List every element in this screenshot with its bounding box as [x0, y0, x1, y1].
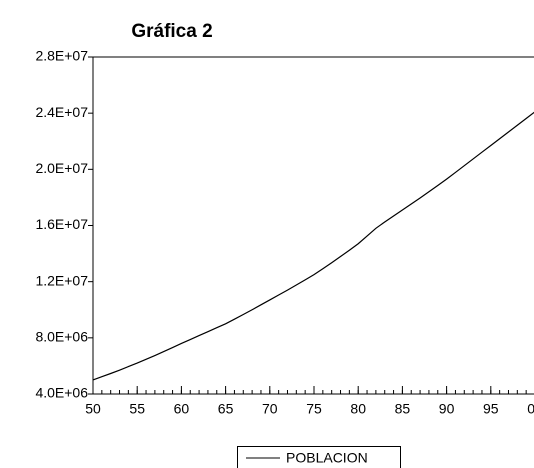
x-tick-label: 95 [483, 401, 499, 417]
y-tick-label: 2.8E+07 [35, 48, 88, 64]
legend-box [237, 446, 401, 468]
y-tick-label: 1.6E+07 [35, 216, 88, 232]
y-tick-label: 2.0E+07 [35, 160, 88, 176]
x-tick-label: 55 [129, 401, 145, 417]
x-tick-label: 60 [174, 401, 190, 417]
x-tick-label: 80 [350, 401, 366, 417]
data-line [92, 111, 534, 381]
x-tick-label: 50 [85, 401, 101, 417]
x-tick-label: 75 [306, 401, 322, 417]
y-tick-label: 8.0E+06 [35, 329, 88, 345]
legend-label: POBLACION [286, 450, 368, 466]
x-tick-label: 70 [262, 401, 278, 417]
x-tick-label: 00 [527, 401, 534, 417]
y-tick-label: 1.2E+07 [35, 272, 88, 288]
y-tick-label: 4.0E+06 [35, 385, 88, 401]
x-tick-label: 90 [439, 401, 455, 417]
x-tick-label: 85 [395, 401, 411, 417]
chart-title: Gráfica 2 [131, 21, 212, 42]
y-tick-label: 2.4E+07 [35, 104, 88, 120]
x-tick-label: 65 [218, 401, 234, 417]
